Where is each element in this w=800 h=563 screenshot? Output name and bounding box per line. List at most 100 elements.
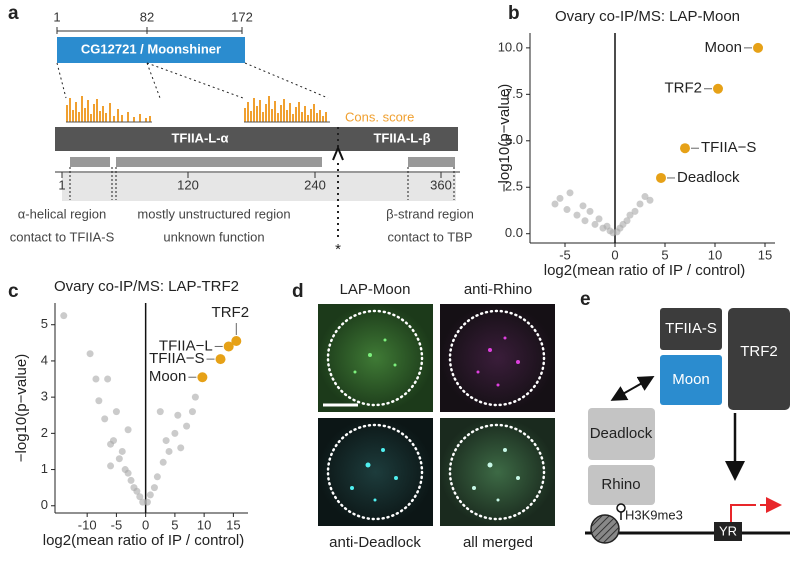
protein-point: [115, 455, 123, 463]
protein-name: CG12721 / Moonshiner: [81, 41, 221, 56]
region-bar: [116, 157, 322, 167]
motif-label: YR: [719, 523, 737, 538]
protein-point: [551, 200, 559, 208]
panel-label: a: [8, 3, 19, 24]
nucleus-outline: [326, 309, 546, 521]
region-text: unknown function: [163, 229, 264, 244]
axis-label: 360: [430, 177, 452, 192]
domain-map: 1 82 172 CG12721 / Moonshiner Cons. scor…: [10, 9, 474, 258]
point-label: TFIIA−S: [149, 350, 204, 367]
microscopy: LAP-Moon anti-Rhino anti-Deadlock all me…: [318, 281, 555, 551]
ruler-label: 82: [140, 9, 154, 24]
domain-bar: [55, 127, 458, 151]
site-arrow: [332, 145, 344, 161]
protein-point: [581, 217, 589, 225]
point-label: TFIIA−L: [159, 337, 213, 354]
y-axis-label: −log10(p−value): [496, 84, 513, 192]
protein-point: [595, 215, 603, 223]
foci: [353, 338, 397, 374]
image: [318, 418, 433, 526]
panel-label: d: [292, 281, 304, 302]
axis-label: 120: [177, 177, 199, 192]
protein-point: [95, 397, 103, 405]
protein-point: [165, 447, 173, 455]
tss: [730, 504, 750, 522]
axis-label: 1: [58, 177, 65, 192]
protein-point: [124, 426, 132, 434]
chart-title: Ovary co-IP/MS: LAP-Moon: [555, 8, 740, 25]
highlight-point: [231, 336, 242, 347]
protein-point: [112, 408, 120, 416]
protein-point: [566, 189, 574, 197]
point-label: Moon: [149, 368, 187, 385]
mark-label: H3K9me3: [625, 507, 683, 522]
domain-label: TFIIA-L-α: [171, 130, 228, 145]
model: TFIIA-S Moon TRF2 Deadlock Rhino H3K9me3…: [585, 308, 790, 544]
y-tick-label: 10.0: [498, 39, 523, 54]
box-tfiia-s: [660, 308, 722, 350]
image-label: anti-Deadlock: [329, 534, 421, 551]
x-axis-label: log2(mean ratio of IP / control): [544, 262, 746, 279]
x-tick-label: 10: [708, 247, 722, 262]
zoom-lines: [56, 62, 329, 99]
box-rhino: [588, 465, 655, 505]
mark-dot: [616, 503, 626, 513]
image: [318, 304, 433, 412]
protein-point: [623, 217, 631, 225]
box-label: TRF2: [740, 343, 778, 360]
x-tick-label: -10: [78, 517, 97, 532]
y-tick-label: 1: [41, 461, 48, 476]
ruler: [56, 27, 243, 34]
protein-point: [153, 473, 161, 481]
y-tick-label: 7.5: [505, 86, 523, 101]
region-text: mostly unstructured region: [137, 206, 290, 221]
image: [440, 418, 555, 526]
point-label: TRF2: [665, 80, 703, 97]
x-tick-label: 15: [758, 247, 772, 262]
x-tick-label: -5: [559, 247, 571, 262]
x-tick-label: 5: [661, 247, 668, 262]
region-text: β-strand region: [386, 206, 474, 221]
y-tick-label: 5: [41, 316, 48, 331]
image-label: LAP-Moon: [340, 281, 411, 298]
protein-point: [191, 393, 199, 401]
highlight-point: [656, 172, 666, 183]
y-tick-label: 3: [41, 389, 48, 404]
image: [440, 304, 555, 412]
y-tick-label: 5.0: [505, 132, 523, 147]
point-label: TRF2: [212, 304, 250, 321]
y-tick-label: 0.0: [505, 225, 523, 240]
cons-score-label: Cons. score: [345, 109, 414, 124]
x-tick-label: 5: [171, 517, 178, 532]
protein-point: [92, 375, 100, 383]
x-tick-label: 0: [611, 247, 618, 262]
region-boundaries: [69, 167, 455, 200]
protein-point: [60, 312, 68, 320]
image-label: all merged: [463, 534, 533, 551]
protein-point: [104, 375, 112, 383]
highlight-point: [680, 143, 690, 154]
motif-box: [714, 522, 742, 541]
protein-point: [556, 194, 564, 202]
protein-point: [133, 487, 141, 495]
x-tick-label: 10: [197, 517, 211, 532]
image-label: anti-Rhino: [464, 281, 532, 298]
x-tick-label: 15: [226, 517, 240, 532]
point-label: Deadlock: [677, 169, 740, 186]
protein-point: [591, 220, 599, 228]
protein-point: [162, 437, 170, 445]
panel-label: e: [580, 289, 591, 310]
box-trf2: [728, 308, 790, 410]
box-moon: [660, 355, 722, 405]
foci: [350, 448, 398, 502]
protein-point: [646, 196, 654, 204]
box-deadlock: [588, 408, 655, 460]
protein-point: [86, 350, 94, 358]
protein-point: [146, 491, 154, 499]
point-label: Moon: [704, 39, 742, 56]
ruler-label: 172: [231, 9, 253, 24]
protein-point: [636, 200, 644, 208]
protein-point: [109, 437, 117, 445]
protein-point: [626, 211, 634, 219]
